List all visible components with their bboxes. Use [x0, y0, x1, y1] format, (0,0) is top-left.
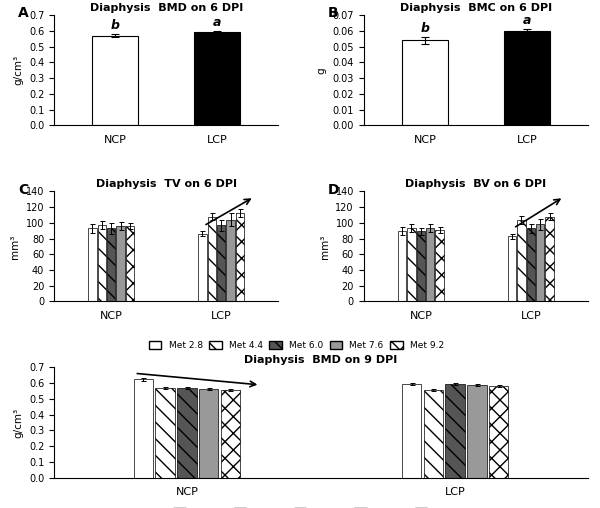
Bar [545, 216, 554, 301]
Title: Diaphysis  BMD on 9 DPI: Diaphysis BMD on 9 DPI [244, 355, 398, 365]
Title: Diaphysis  TV on 6 DPI: Diaphysis TV on 6 DPI [95, 179, 236, 189]
Bar [217, 225, 226, 301]
Title: Diaphysis  BMC on 6 DPI: Diaphysis BMC on 6 DPI [400, 3, 552, 13]
Bar [208, 216, 216, 301]
Y-axis label: g/cm³: g/cm³ [13, 55, 23, 85]
Text: C: C [18, 182, 28, 197]
Bar [221, 390, 240, 478]
Bar [517, 219, 526, 301]
Bar [155, 388, 175, 478]
Y-axis label: g: g [317, 67, 327, 74]
Text: b: b [110, 19, 119, 31]
Text: A: A [18, 7, 29, 20]
Bar [107, 228, 115, 301]
Bar [402, 384, 421, 478]
Bar [177, 388, 197, 478]
Y-axis label: g/cm³: g/cm³ [13, 407, 23, 437]
Bar [467, 385, 487, 478]
Text: a: a [523, 14, 531, 27]
Bar [236, 213, 244, 301]
Bar [88, 228, 97, 301]
Bar [199, 234, 206, 301]
Bar [445, 384, 465, 478]
Text: b: b [421, 22, 430, 35]
Bar [489, 386, 508, 478]
Text: a: a [213, 16, 221, 28]
Bar [508, 236, 516, 301]
Bar [436, 230, 443, 301]
Bar [527, 228, 535, 301]
Text: D: D [328, 182, 339, 197]
Legend: Met 2.8, Met 4.4, Met 6.0, Met 7.6, Met 9.2: Met 2.8, Met 4.4, Met 6.0, Met 7.6, Met … [147, 339, 446, 352]
Bar [407, 228, 416, 301]
Bar [426, 228, 434, 301]
Y-axis label: mm³: mm³ [10, 234, 20, 259]
Bar [424, 390, 443, 478]
Y-axis label: mm³: mm³ [320, 234, 330, 259]
Legend: Met 2.8, Met 4.4, Met 6.0, Met 7.6, Met 9.2: Met 2.8, Met 4.4, Met 6.0, Met 7.6, Met … [172, 506, 470, 508]
Text: B: B [328, 7, 338, 20]
Bar [398, 231, 406, 301]
Bar [194, 31, 240, 125]
Bar [416, 232, 425, 301]
Bar [126, 226, 134, 301]
Title: Diaphysis  BV on 6 DPI: Diaphysis BV on 6 DPI [405, 179, 547, 189]
Title: Diaphysis  BMD on 6 DPI: Diaphysis BMD on 6 DPI [89, 3, 243, 13]
Bar [226, 219, 235, 301]
Bar [199, 389, 218, 478]
Bar [92, 36, 138, 125]
Bar [116, 226, 125, 301]
Bar [134, 379, 153, 478]
Bar [402, 41, 448, 125]
Bar [504, 31, 550, 125]
Bar [98, 225, 106, 301]
Bar [536, 225, 544, 301]
